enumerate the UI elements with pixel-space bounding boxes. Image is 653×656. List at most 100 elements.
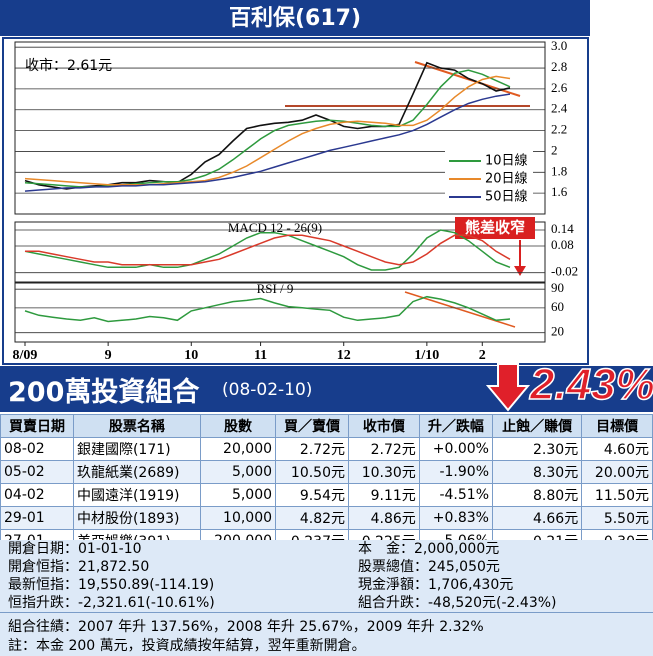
chart: 百利保(617) 1.6 1.8 2 2.2 2.4 2.6 2.8 3.0 收市：2.61元 1… [0, 0, 653, 366]
table-cell: 4.66元 [491, 506, 583, 530]
summary-value: 245,050元 [428, 559, 500, 575]
table-body: 08-02 銀建國際(171) 20,000 2.72元 2.72元 +0.00% 2.30… [0, 437, 653, 553]
annotation: 熊差收窄 [465, 219, 525, 237]
y-tick-label: -0.02 [551, 264, 578, 279]
table-cell: +0.83% [418, 506, 494, 530]
table-cell: 8.80元 [491, 483, 583, 507]
summary-row: 現金淨額：1,706,430元 [358, 576, 513, 594]
y-tick-label: 2.6 [551, 80, 568, 95]
summary-label: 股票總值： [358, 559, 428, 575]
summary-label: 恒指升跌： [8, 595, 78, 611]
portfolio-change: 2.43% [529, 359, 653, 410]
x-tick-label: 12 [337, 348, 351, 363]
series-line [24, 295, 511, 323]
column-header: 股票名稱 [72, 414, 201, 438]
table-row: 05-02 玖龍紙業(2689) 5,000 10.50元 10.30元 -1.90% 8.… [0, 460, 653, 484]
summary-row: 開倉日期：01-01-10 [8, 540, 142, 558]
table-row: 29-01 中材股份(1893) 10,000 4.82元 4.86元 +0.83% 4.6… [0, 506, 653, 530]
panel-frame [14, 221, 546, 283]
table-cell: 10.50元 [275, 460, 350, 484]
summary-label: 開倉日期： [8, 541, 78, 557]
table-cell: 銀建國際(171) [72, 437, 201, 461]
down-arrow [486, 363, 530, 412]
summary-value: 01-01-10 [78, 541, 142, 557]
background [0, 0, 653, 366]
series-line [24, 75, 511, 186]
table-cell: 05-02 [0, 460, 74, 484]
table-cell: 29-01 [0, 506, 74, 530]
table-cell: 04-02 [0, 483, 74, 507]
summary-row: 組合升跌：-48,520元(-2.43%) [358, 594, 557, 612]
x-tick-label: 10 [184, 348, 198, 363]
chart-border [2, 37, 589, 365]
table-cell: 中材股份(1893) [72, 506, 201, 530]
series-line [25, 234, 511, 266]
panel-frame [14, 282, 546, 343]
annotation: 收市：2.61元 [25, 57, 112, 74]
summary-label: 組合升跌： [358, 595, 428, 611]
annotation-box [455, 217, 535, 239]
summary-value: 21,872.50 [78, 559, 150, 575]
y-tick-label: 2.4 [551, 101, 568, 116]
table-cell: 2.72元 [275, 437, 350, 461]
title-bar [0, 0, 590, 36]
table-cell: 8.30元 [491, 460, 583, 484]
table-cell: -4.51% [418, 483, 494, 507]
y-tick-label: 2 [551, 142, 558, 157]
y-tick-label: 20 [551, 324, 564, 339]
portfolio-header: 200萬投資組合 (08-02-10) 2.43% [0, 359, 653, 412]
y-tick-label: 0.14 [551, 221, 574, 236]
summary-row: 本 金：2,000,000元 [358, 540, 499, 558]
y-tick-label: 1.6 [551, 184, 568, 199]
table-cell: 11.50元 [581, 483, 653, 507]
portfolio-title: 200萬投資組合 [8, 377, 200, 408]
series-line [24, 93, 511, 192]
table-row: 08-02 銀建國際(171) 20,000 2.72元 2.72元 +0.00% 2.30… [0, 437, 653, 461]
table-cell: 5.50元 [581, 506, 653, 530]
column-header: 升／跌幅 [418, 414, 494, 438]
legend-label: 50日線 [485, 189, 528, 205]
summary-row: 最新恒指：19,550.89(-114.19) [8, 576, 214, 594]
y-tick-label: 2.8 [551, 59, 567, 74]
summary-value: 2,000,000元 [414, 541, 500, 557]
legend-label: 20日線 [485, 171, 528, 187]
column-header: 收市價 [348, 414, 420, 438]
note: 註：本金 200 萬元，投資成績按年結算，翌年重新開倉。 [8, 638, 366, 654]
table-cell: 5,000 [199, 460, 277, 484]
table-header: 買賣日期 股票名稱 股數 買／賣價 收市價 升／跌幅 止蝕／賺價 目標價 [0, 414, 653, 438]
table-cell: 10.30元 [348, 460, 420, 484]
summary-row: 開倉恒指：21,872.50 [8, 558, 149, 576]
x-tick-label: 2 [479, 348, 486, 363]
chart-title: 百利保(617) [229, 6, 361, 31]
y-tick-label: 60 [551, 299, 564, 314]
column-header: 股數 [199, 414, 277, 438]
column-header: 止蝕／賺價 [491, 414, 583, 438]
table-cell: 中國遠洋(1919) [72, 483, 201, 507]
summary-label: 現金淨額： [358, 577, 428, 593]
table-cell: 5,000 [199, 483, 277, 507]
down-arrow-shape [486, 363, 530, 412]
summary-value: -2,321.61(-10.61%) [78, 595, 215, 611]
table-cell: 10,000 [199, 506, 277, 530]
table-cell: 2.30元 [491, 437, 583, 461]
y-tick-label: 0.08 [551, 237, 574, 252]
column-header: 目標價 [581, 414, 653, 438]
table-cell: 9.54元 [275, 483, 350, 507]
portfolio-date: (08-02-10) [222, 380, 313, 400]
summary-label: 開倉恒指： [8, 559, 78, 575]
table-cell: 4.86元 [348, 506, 420, 530]
summary-label: 本 金： [358, 541, 414, 557]
arrow-head [514, 266, 526, 276]
table-row: 04-02 中國遠洋(1919) 5,000 9.54元 9.11元 -4.51% 8.80… [0, 483, 653, 507]
y-tick-label: 90 [551, 280, 564, 295]
summary-row: 股票總值：245,050元 [358, 558, 500, 576]
summary: 開倉日期：01-01-10 開倉恒指：21,872.50 最新恒指：19,550.8… [0, 540, 653, 612]
legend-label: 10日線 [485, 153, 528, 169]
table-cell: 2.72元 [348, 437, 420, 461]
panel-frame [14, 41, 546, 215]
portfolio-table: 買賣日期 股票名稱 股數 買／賣價 收市價 升／跌幅 止蝕／賺價 目標價 08-02 銀建國際(1… [0, 414, 653, 553]
table-cell: 4.82元 [275, 506, 350, 530]
table-cell: 4.60元 [581, 437, 653, 461]
y-tick-label: 2.2 [551, 122, 567, 137]
table-cell: -1.90% [418, 460, 494, 484]
